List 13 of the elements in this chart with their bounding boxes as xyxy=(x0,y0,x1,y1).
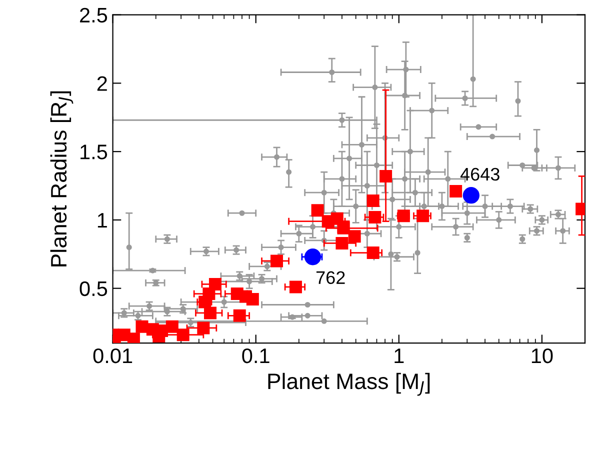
x-tick-label: 0.1 xyxy=(242,348,270,364)
y-tick-label: 2.5 xyxy=(80,8,108,23)
y-tick-label: 1 xyxy=(98,213,107,228)
annotation: 762 xyxy=(316,271,345,284)
x-axis-title: Planet Mass [M$_{J}$] xyxy=(268,372,430,396)
y-tick-label: 2 xyxy=(97,76,107,91)
y-tick-label: 1.5 xyxy=(80,144,108,160)
x-tick-label: 1 xyxy=(394,348,404,363)
x-tick-label: 10 xyxy=(532,348,553,364)
x-tick-label: 0.01 xyxy=(93,348,132,364)
y-axis-title: Planet Radius [R$_{J}$] xyxy=(50,91,74,266)
y-tick-label: 0.5 xyxy=(80,281,108,296)
annotation: 4643 xyxy=(460,168,500,181)
